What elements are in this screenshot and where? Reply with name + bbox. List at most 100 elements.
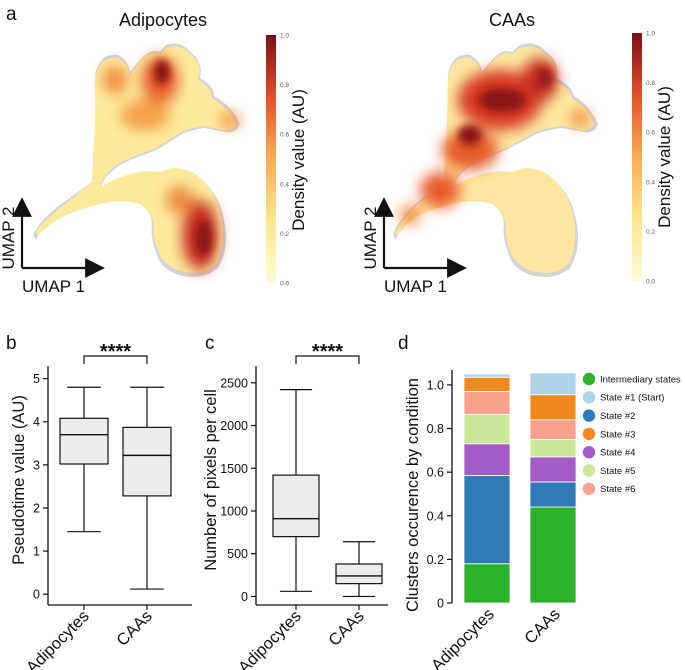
panel-label-c: c [205, 333, 215, 354]
panel-label-a: a [6, 4, 17, 25]
umap-axes-caas: UMAP 2 UMAP 1 [361, 197, 467, 296]
y-tick-label: 0 [437, 597, 444, 611]
colorbar-tick-label: 0.8 [280, 82, 289, 89]
y-tick-label: 1 [33, 545, 40, 559]
colorbar-ticks: 0.0 0.2 0.4 0.6 0.8 1.0 [646, 31, 655, 286]
colorbar-tick-label: 0.4 [280, 181, 289, 188]
bar-segment-adipocytes [463, 413, 511, 445]
panel-c: c 0 500 1000 1500 2000 2500 Adipocytes CAAs ****… [202, 333, 388, 670]
x-tick-label: Adipocytes [23, 607, 93, 670]
umap-axes-adipocytes: UMAP 2 UMAP 1 [0, 197, 105, 296]
panel-d: d 0 0.2 0.4 0.6 0.8 1.0 Adipocytes CAAs Cluster… [398, 333, 681, 670]
legend: Intermediary states State #1 (Start) State… [582, 372, 681, 495]
colorbar-tick-label: 1.0 [280, 33, 289, 40]
x-tick-label: CAAs [325, 607, 368, 650]
umap-adipocytes: Adipocytes [0, 10, 308, 296]
significance-bracket [295, 355, 360, 364]
y-tick-label: 5 [33, 372, 40, 386]
y-axis-label-c: Number of pixels per cell [202, 389, 220, 571]
legend-label: State #5 [600, 466, 635, 477]
bar-segment-adipocytes [463, 563, 511, 604]
colorbar-gradient [632, 33, 642, 281]
legend-marker [582, 427, 596, 441]
legend-marker [582, 446, 596, 459]
y-tick-label: 2 [33, 501, 40, 515]
y-tick-label: 2000 [220, 419, 248, 433]
box-adipocytes [272, 474, 320, 538]
bar-segment-adipocytes [463, 373, 511, 378]
y-axis-label-b: Pseudotime value (AU) [10, 395, 28, 565]
legend-marker [582, 482, 596, 495]
bar-segment-caas [529, 394, 577, 421]
panel-label-d: d [398, 333, 409, 354]
significance-bracket [83, 355, 148, 364]
x-tick-label: Adipocytes [235, 607, 305, 670]
y-tick-label: 1.0 [427, 378, 444, 392]
y-tick-label: 4 [33, 415, 40, 429]
bar-segment-adipocytes [463, 443, 511, 476]
umap1-label-caas: UMAP 1 [384, 277, 447, 296]
panel-b: b 0 1 2 3 4 5 Adipocytes CAAs **** Pseudotime va… [6, 333, 192, 670]
clusters-stacked-bar: 0 0.2 0.4 0.6 0.8 1.0 Adipocytes CAAs [427, 370, 577, 670]
y-tick-label: 0 [241, 590, 248, 604]
umap1-label-adipocytes: UMAP 1 [22, 277, 85, 296]
colorbar-ticks: 0.0 0.2 0.4 0.6 0.8 1.0 [280, 33, 289, 288]
box-caas [122, 426, 172, 497]
legend-label: State #3 [600, 429, 635, 440]
colorbar-tick-label: 1.0 [646, 31, 655, 38]
legend-marker [582, 464, 596, 477]
y-tick-label: 0.8 [427, 422, 444, 436]
legend-label: Intermediary states [600, 374, 681, 385]
panel-a: a Adipocytes [0, 4, 674, 296]
legend-marker [582, 409, 596, 422]
y-tick-label: 0.6 [427, 466, 444, 480]
colorbar-gradient [266, 35, 276, 283]
bar-segment-caas [529, 439, 577, 458]
colorbar-tick-label: 0.0 [646, 279, 655, 286]
colorbar-tick-label: 0.0 [280, 281, 289, 288]
colorbar-title-caas: Density value (AU) [655, 86, 674, 228]
bar-segment-adipocytes [463, 475, 511, 565]
umap2-label-adipocytes: UMAP 2 [0, 207, 18, 270]
y-tick-label: 500 [227, 547, 248, 561]
pixels-boxplot: 0 500 1000 1500 2000 2500 Adipocytes CAAs **** [220, 341, 388, 670]
bar-segment-caas [529, 456, 577, 483]
pseudotime-boxplot: 0 1 2 3 4 5 Adipocytes CAAs **** [23, 341, 192, 670]
panel-label-b: b [6, 333, 17, 354]
significance-stars: **** [312, 341, 343, 363]
significance-stars: **** [100, 341, 131, 363]
colorbar-caas: 0.0 0.2 0.4 0.6 0.8 1.0 Density value (AU) [632, 31, 674, 286]
colorbar-adipocytes: 0.0 0.2 0.4 0.6 0.8 1.0 Density value (AU) [266, 33, 308, 288]
legend-label: State #6 [600, 484, 635, 495]
y-tick-label: 0 [33, 588, 40, 602]
colorbar-tick-label: 0.8 [646, 80, 655, 87]
y-tick-label: 1000 [220, 505, 248, 519]
umap2-label-caas: UMAP 2 [361, 207, 380, 270]
bar-segment-adipocytes [463, 391, 511, 415]
legend-marker [582, 391, 596, 404]
x-tick-label: CAAs [113, 607, 156, 650]
y-tick-label: 2500 [220, 376, 248, 390]
bar-segment-adipocytes [463, 376, 511, 392]
legend-label: State #1 (Start) [600, 393, 664, 404]
y-tick-label: 0.2 [427, 553, 444, 567]
umap-density-layer [396, 46, 594, 273]
y-tick-label: 1500 [220, 462, 248, 476]
y-tick-label: 0.4 [427, 509, 444, 523]
colorbar-tick-label: 0.2 [646, 229, 655, 236]
box-adipocytes [59, 417, 109, 465]
colorbar-title-adipocytes: Density value (AU) [289, 89, 308, 231]
box-caas [335, 563, 383, 585]
y-tick-label: 3 [33, 458, 40, 472]
umap-density-layer [36, 46, 239, 273]
umap-caas: CAAs [361, 10, 674, 296]
bar-segment-caas [529, 372, 577, 396]
umap-title-caas: CAAs [489, 10, 535, 30]
x-tick-label: Adipocytes [428, 605, 498, 670]
colorbar-tick-label: 0.6 [646, 130, 655, 137]
legend-marker [582, 372, 596, 386]
legend-label: State #2 [600, 411, 635, 422]
bar-segment-caas [529, 481, 577, 508]
umap-title-adipocytes: Adipocytes [119, 10, 207, 30]
